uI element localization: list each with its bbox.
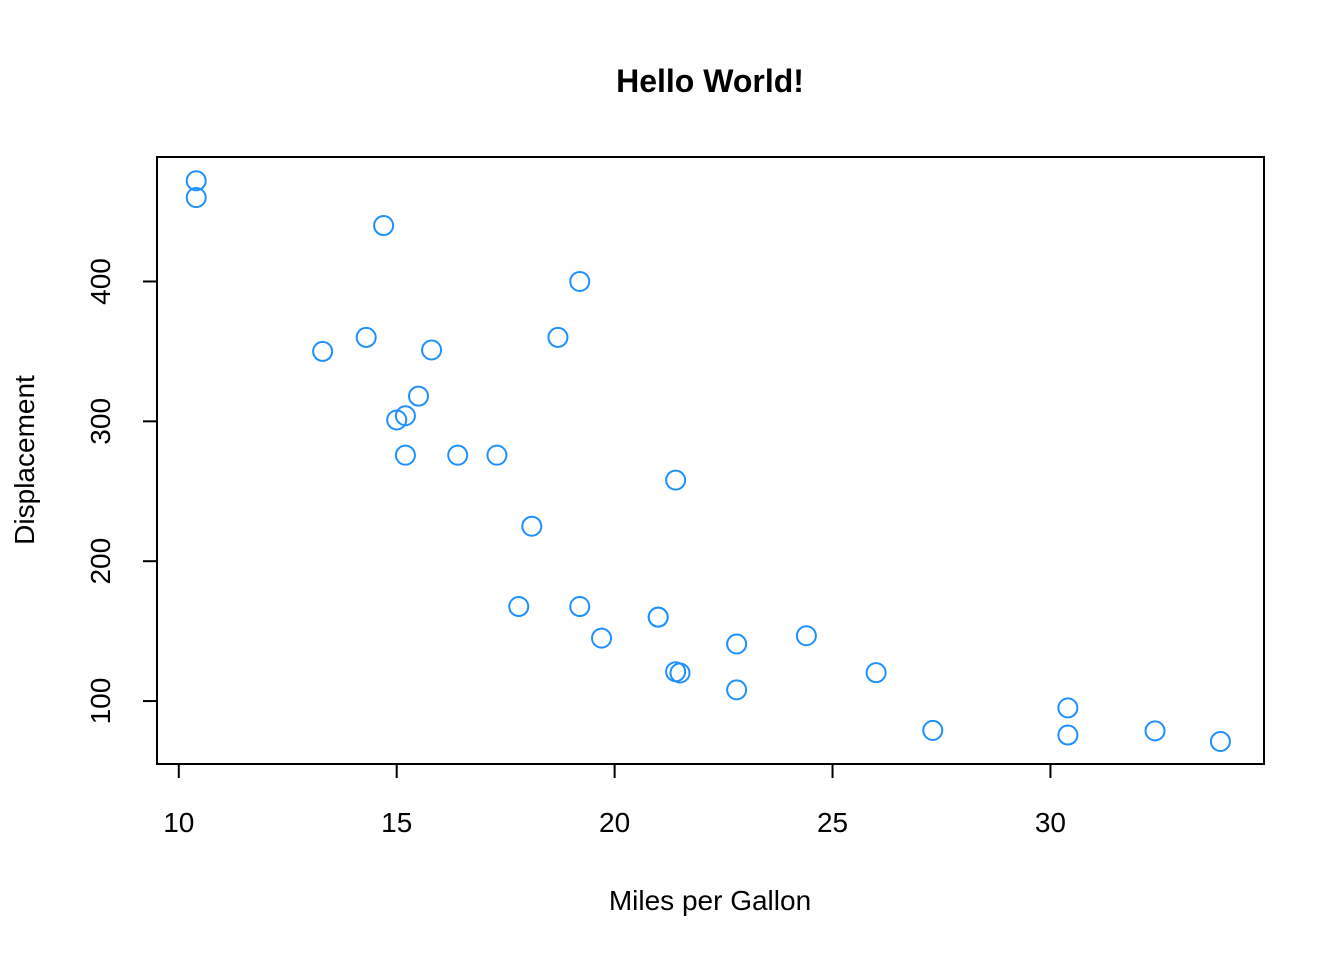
- scatter-point: [185, 170, 207, 192]
- x-tick-label: 20: [599, 807, 630, 838]
- x-tick-label: 15: [381, 807, 412, 838]
- y-tick-label: 200: [85, 538, 116, 585]
- scatter-point: [521, 515, 543, 537]
- scatter-point: [447, 444, 469, 466]
- chart-title: Hello World!: [616, 63, 804, 99]
- x-tick-label: 25: [817, 807, 848, 838]
- y-tick-label: 400: [85, 258, 116, 305]
- scatter-point: [569, 596, 591, 618]
- scatter-point: [486, 444, 508, 466]
- scatter-point: [726, 679, 748, 701]
- scatter-point: [394, 444, 416, 466]
- scatter-point: [373, 215, 395, 237]
- plot-area-border: [156, 156, 1265, 765]
- x-tick-label: 10: [163, 807, 194, 838]
- scatter-point: [421, 339, 443, 361]
- scatter-point: [922, 719, 944, 741]
- scatter-point: [1057, 697, 1079, 719]
- scatter-point: [1144, 720, 1166, 742]
- scatter-point: [591, 627, 613, 649]
- y-axis: 100 200 300 400: [85, 258, 158, 725]
- x-axis: 10 15 20 25 30: [163, 763, 1066, 838]
- y-tick-label: 100: [85, 678, 116, 725]
- scatter-point: [795, 625, 817, 647]
- scatter-point: [569, 270, 591, 292]
- scatter-point: [407, 385, 429, 407]
- scatter-point: [665, 661, 687, 683]
- scatter-point: [312, 340, 334, 362]
- scatter-point: [647, 606, 669, 628]
- scatter-point: [1209, 730, 1231, 752]
- x-axis-label: Miles per Gallon: [609, 885, 811, 916]
- scatter-point: [865, 662, 887, 684]
- x-tick-label: 30: [1035, 807, 1066, 838]
- y-axis-label: Displacement: [9, 375, 40, 545]
- scatter-point: [726, 633, 748, 655]
- scatter-point: [1057, 724, 1079, 746]
- y-tick-label: 300: [85, 398, 116, 445]
- scatter-point: [185, 187, 207, 209]
- scatter-point: [355, 326, 377, 348]
- scatter-point: [508, 596, 530, 618]
- data-points: [185, 170, 1231, 752]
- scatter-point: [665, 469, 687, 491]
- scatter-point: [547, 326, 569, 348]
- scatter-point: [386, 409, 408, 431]
